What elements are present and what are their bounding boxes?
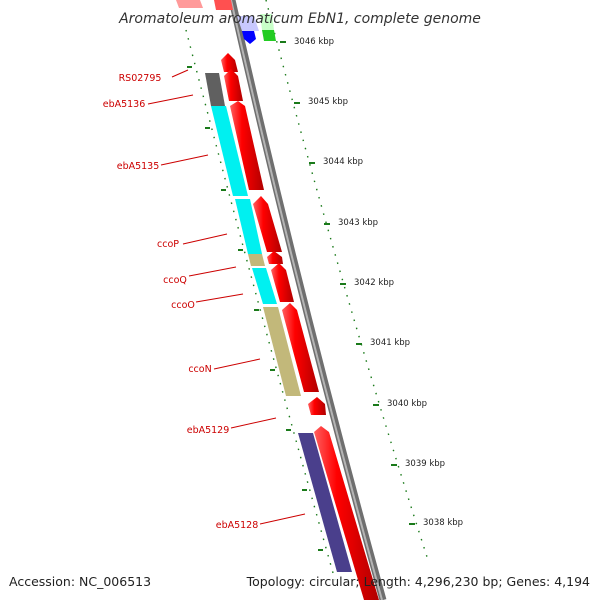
scale-labels: 3046 kbp 3045 kbp 3044 kbp 3043 kbp 3042… <box>294 37 463 528</box>
gene-arrow-ccoP <box>253 196 282 252</box>
inner-tick-ring <box>185 29 336 581</box>
gene-arrow-ebA5136 <box>224 69 243 101</box>
gene-label-ccoQ: ccoQ <box>163 275 187 286</box>
cds-ebA5135-block <box>211 106 248 196</box>
topology-label: Topology: circular; Length: 4,296,230 bp… <box>246 574 590 589</box>
gene-label-ccoP: ccoP <box>157 239 179 250</box>
major-tick <box>238 249 243 251</box>
scale-tick-label: 3044 kbp <box>323 157 363 167</box>
outer-track <box>221 53 379 600</box>
major-tick <box>409 523 415 525</box>
cds-ccoN-block <box>263 307 301 396</box>
gene-arrow-ebA5128 <box>314 426 379 600</box>
scale-tick-label: 3038 kbp <box>423 518 463 528</box>
major-tick <box>254 309 259 311</box>
scale-tick-label: 3040 kbp <box>387 399 427 409</box>
gene-arrow-ccoQ <box>267 251 283 264</box>
scale-tick-label: 3042 kbp <box>354 278 394 288</box>
gene-label-ccoN: ccoN <box>188 364 211 375</box>
cds-ccoO-block <box>252 268 277 304</box>
major-tick <box>205 127 210 129</box>
gene-arrow-ebA5135 <box>230 101 264 190</box>
top-partial-features <box>176 0 276 44</box>
outer-tick-ring <box>265 0 429 561</box>
major-tick <box>302 489 307 491</box>
scale-tick-label: 3043 kbp <box>338 218 378 228</box>
gene-arrow-ebA5129 <box>308 397 326 415</box>
inner-track <box>205 73 352 572</box>
partial-gene <box>214 0 233 10</box>
gene-arrow-RS02795 <box>221 53 238 72</box>
major-tick <box>356 343 362 345</box>
major-tick <box>391 464 397 466</box>
accession-label: Accession: NC_006513 <box>9 574 152 589</box>
gene-arrow-ccoO <box>271 263 294 302</box>
major-tick <box>309 162 315 164</box>
gene-label-ccoO: ccoO <box>171 300 195 311</box>
major-tick <box>318 549 323 551</box>
backbone <box>228 0 387 600</box>
major-tick <box>221 189 226 191</box>
major-tick <box>280 41 286 43</box>
gene-label-ebA5128: ebA5128 <box>216 520 259 531</box>
cds-ccoP-block <box>235 199 262 254</box>
cds-lavender <box>237 16 259 31</box>
scale-tick-label: 3046 kbp <box>294 37 334 47</box>
cds-light-green <box>260 14 274 30</box>
scale-tick-label: 3039 kbp <box>405 459 445 469</box>
scale-tick-label: 3041 kbp <box>370 338 410 348</box>
cds-ebA5128-block <box>298 433 352 572</box>
major-tick <box>187 66 192 68</box>
scale-tick-label: 3045 kbp <box>308 97 348 107</box>
cds-ccoQ-block <box>248 254 265 266</box>
partial-gene <box>176 0 203 8</box>
gene-label-ebA5135: ebA5135 <box>117 161 160 172</box>
cds-blue <box>242 31 256 44</box>
major-tick <box>340 283 346 285</box>
gene-label-ebA5129: ebA5129 <box>187 425 230 436</box>
major-tick <box>324 223 330 225</box>
major-tick <box>373 404 379 406</box>
gene-arrow-ccoN <box>282 303 319 392</box>
map-title: Aromatoleum aromaticum EbN1, complete ge… <box>118 11 481 27</box>
gene-label-ebA5136: ebA5136 <box>103 99 146 110</box>
major-tick <box>286 429 291 431</box>
major-tick <box>294 102 300 104</box>
cds-green <box>262 30 276 41</box>
cds-ebA5136-block <box>205 73 225 106</box>
gene-label-RS02795: RS02795 <box>119 73 162 84</box>
major-tick <box>270 369 275 371</box>
gene-labels: RS02795 ebA5136 ebA5135 ccoP ccoQ ccoO c… <box>103 69 306 531</box>
